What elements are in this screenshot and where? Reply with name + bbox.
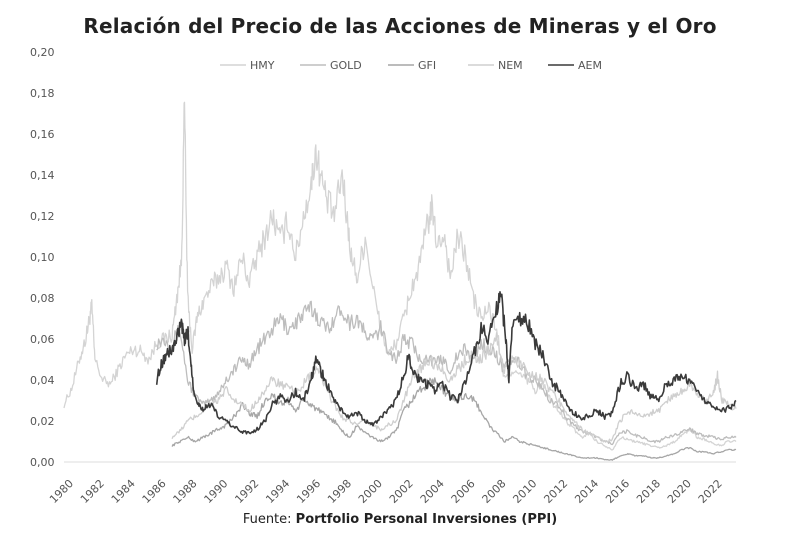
series-line-gfi bbox=[171, 377, 737, 461]
y-tick-label: 0,12 bbox=[30, 210, 55, 223]
x-tick-label: 2010 bbox=[510, 477, 539, 506]
x-tick-label: 2000 bbox=[356, 477, 385, 506]
y-tick-label: 0,10 bbox=[30, 251, 55, 264]
legend-label-gfi: GFI bbox=[418, 59, 436, 72]
chart-title: Relación del Precio de las Acciones de M… bbox=[83, 14, 717, 38]
x-tick-label: 1994 bbox=[263, 477, 292, 506]
series-line-aem bbox=[155, 290, 737, 435]
x-tick-label: 1982 bbox=[78, 477, 107, 506]
x-tick-label: 1980 bbox=[47, 477, 76, 506]
y-tick-label: 0,14 bbox=[30, 169, 55, 182]
x-tick-label: 2016 bbox=[603, 477, 632, 506]
source-caption: Fuente: Portfolio Personal Inversiones (… bbox=[0, 512, 800, 527]
source-prefix: Fuente: bbox=[242, 512, 296, 527]
x-tick-label: 2002 bbox=[387, 477, 416, 506]
x-tick-label: 1986 bbox=[140, 477, 169, 506]
series-line-nem bbox=[171, 332, 737, 443]
x-tick-label: 2018 bbox=[634, 477, 663, 506]
y-tick-label: 0,16 bbox=[30, 128, 55, 141]
series-line-hmy bbox=[63, 101, 737, 451]
legend-label-aem: AEM bbox=[578, 59, 602, 72]
x-tick-label: 1996 bbox=[294, 477, 323, 506]
x-tick-label: 2012 bbox=[541, 477, 570, 506]
y-tick-label: 0,00 bbox=[30, 456, 55, 469]
y-tick-label: 0,18 bbox=[30, 87, 55, 100]
series-line-gold bbox=[156, 300, 737, 446]
x-tick-label: 2004 bbox=[418, 477, 447, 506]
x-tick-label: 1984 bbox=[109, 477, 138, 506]
y-tick-label: 0,04 bbox=[30, 374, 55, 387]
legend-label-gold: GOLD bbox=[330, 59, 362, 72]
x-tick-label: 2022 bbox=[696, 477, 725, 506]
y-tick-label: 0,06 bbox=[30, 333, 55, 346]
x-tick-label: 1990 bbox=[202, 477, 231, 506]
x-tick-label: 2014 bbox=[572, 477, 601, 506]
legend-label-hmy: HMY bbox=[250, 59, 275, 72]
x-tick-label: 2020 bbox=[665, 477, 694, 506]
x-tick-label: 1992 bbox=[232, 477, 261, 506]
x-tick-label: 1998 bbox=[325, 477, 354, 506]
source-name: Portfolio Personal Inversiones (PPI) bbox=[295, 512, 558, 527]
x-tick-label: 2006 bbox=[449, 477, 478, 506]
y-tick-label: 0,20 bbox=[30, 46, 55, 59]
y-tick-label: 0,02 bbox=[30, 415, 55, 428]
x-tick-label: 1988 bbox=[171, 477, 200, 506]
y-tick-label: 0,08 bbox=[30, 292, 55, 305]
x-tick-label: 2008 bbox=[480, 477, 509, 506]
legend-label-nem: NEM bbox=[498, 59, 523, 72]
